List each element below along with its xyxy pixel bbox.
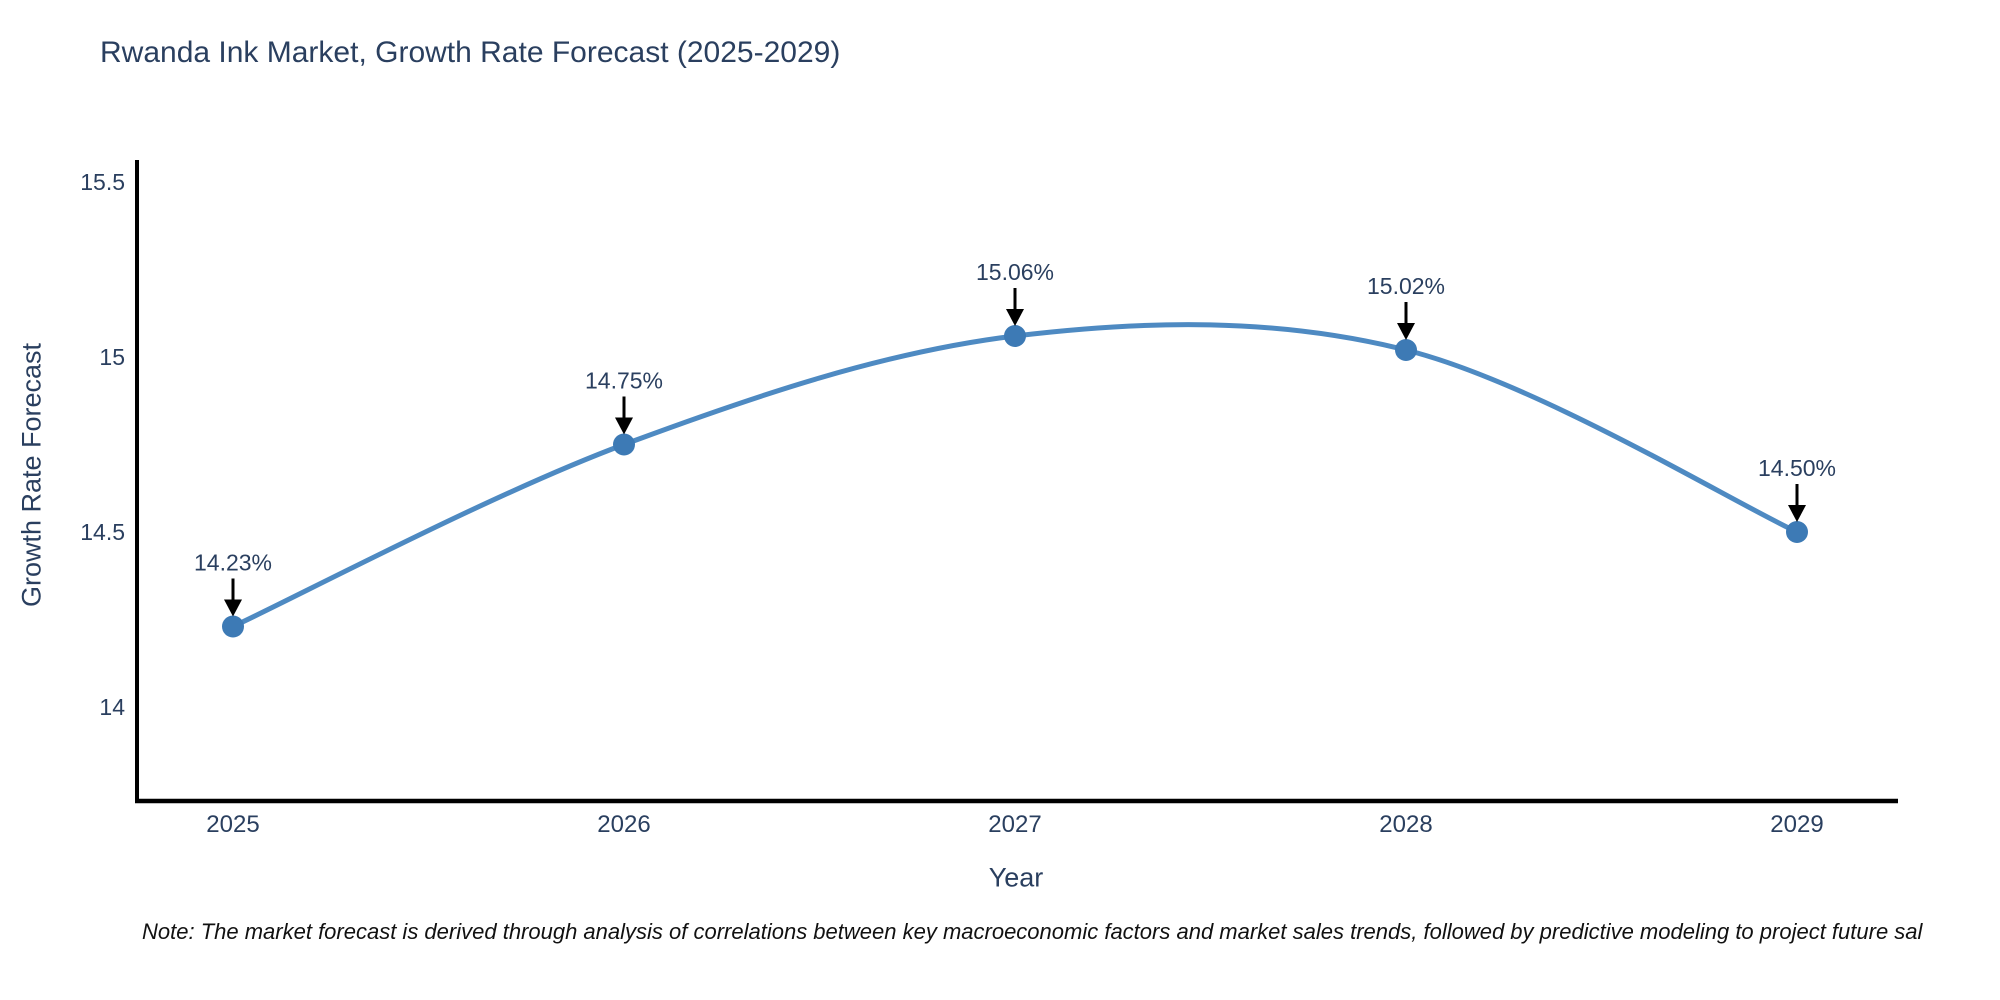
- y-tick-label: 14: [99, 694, 125, 720]
- line-series: [230, 322, 1800, 629]
- x-axis-title: Year: [988, 862, 1044, 893]
- y-tick-label: 14.5: [80, 519, 125, 545]
- chart-title: Rwanda Ink Market, Growth Rate Forecast …: [100, 36, 841, 69]
- x-tick-label: 2026: [597, 811, 650, 838]
- annotation-arrowhead: [615, 417, 633, 435]
- data-point-marker: [1004, 325, 1026, 347]
- annotation-arrowhead: [1788, 505, 1806, 522]
- annotation-label: 15.06%: [976, 259, 1054, 285]
- y-tick-label: 15.5: [80, 169, 125, 195]
- x-tick-label: 2028: [1379, 811, 1432, 838]
- footnote: Note: The market forecast is derived thr…: [142, 919, 1923, 944]
- annotation-arrowhead: [1006, 309, 1024, 326]
- x-tick-label: 2025: [206, 811, 259, 838]
- data-point-marker: [1786, 521, 1808, 543]
- annotation-label: 15.02%: [1367, 273, 1445, 299]
- y-tick-label: 15: [99, 344, 125, 370]
- x-tick-label: 2029: [1770, 811, 1823, 838]
- annotation-label: 14.75%: [585, 368, 663, 394]
- annotation-arrowhead: [1397, 323, 1415, 340]
- x-tick-label: 2027: [988, 811, 1041, 838]
- data-point-marker: [613, 433, 635, 456]
- data-point-marker: [222, 615, 244, 638]
- annotation-arrowhead: [224, 599, 242, 617]
- annotation-label: 14.23%: [194, 550, 272, 576]
- annotation-label: 14.50%: [1758, 455, 1836, 481]
- data-point-marker: [1395, 339, 1417, 361]
